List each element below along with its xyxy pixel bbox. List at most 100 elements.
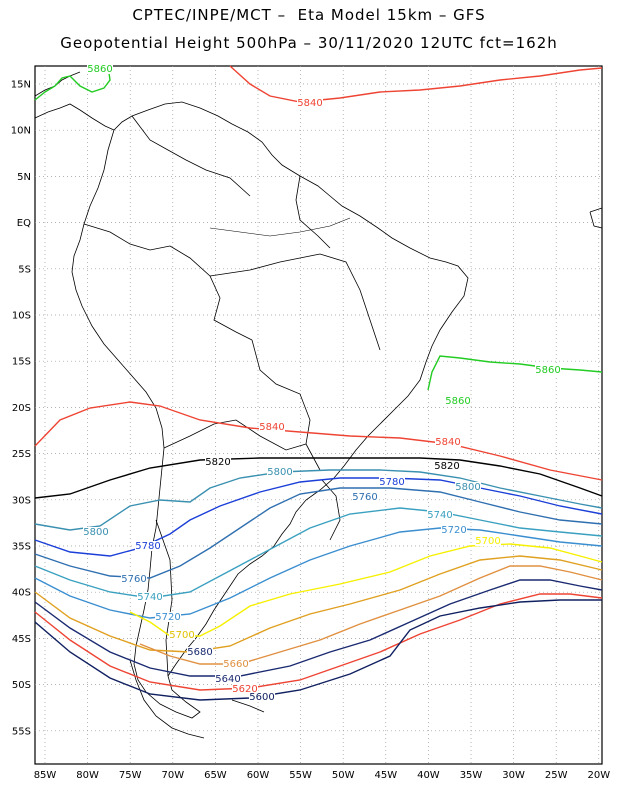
contour-label-background — [121, 574, 147, 584]
contour-5780 — [34, 477, 603, 557]
map-title-line-2: Geopotential Height 500hPa – 30/11/2020 … — [60, 34, 558, 52]
contour-label-5740: 5740 — [137, 592, 162, 603]
contour-label-background — [267, 467, 293, 477]
border-ecuador-peru — [83, 223, 171, 251]
central-america-coast — [34, 103, 115, 131]
contour-label-5740: 5740 — [427, 510, 452, 521]
lat-tick-label: 10N — [11, 126, 31, 137]
lon-tick-label: 75W — [119, 770, 142, 781]
contour-label-background — [379, 477, 405, 487]
lat-tick-label: 10S — [12, 311, 31, 322]
lon-tick-label: 30W — [502, 770, 525, 781]
africa-coast — [589, 207, 603, 229]
contour-label-5820: 5820 — [434, 461, 459, 472]
contour-label-background — [135, 541, 161, 551]
contour-5860-nw — [34, 65, 111, 101]
contour-label-background — [435, 437, 461, 447]
lat-tick-label: 5S — [18, 264, 31, 275]
contour-label-5760: 5760 — [352, 492, 377, 503]
coastlines — [34, 71, 603, 739]
lon-tick-label: 80W — [76, 770, 99, 781]
contour-label-5720: 5720 — [441, 525, 466, 536]
contour-5680 — [34, 555, 603, 653]
lon-tick-label: 60W — [247, 770, 270, 781]
border-brazil-interior — [209, 253, 381, 351]
contour-label-5840: 5840 — [297, 98, 322, 109]
contour-label-5840: 5840 — [259, 422, 284, 433]
contour-label-5660: 5660 — [223, 659, 248, 670]
contour-label-5860: 5860 — [535, 365, 560, 376]
contour-label-5800: 5800 — [267, 467, 292, 478]
lat-tick-label: 35S — [12, 542, 31, 553]
lon-tick-label: 25W — [545, 770, 568, 781]
contour-label-background — [259, 422, 285, 432]
lat-tick-label: 5N — [17, 172, 31, 183]
contour-label-background — [535, 365, 561, 375]
lat-tick-label: 40S — [12, 588, 31, 599]
contour-label-background — [475, 536, 501, 546]
contour-label-background — [441, 525, 467, 535]
contour-label-background — [434, 461, 460, 471]
contour-label-background — [445, 396, 471, 406]
map-title-line-1: CPTEC/INPE/MCT – Eta Model 15km – GFS — [132, 6, 486, 24]
contour-label-5680: 5680 — [187, 647, 212, 658]
contour-label-background — [155, 612, 181, 622]
lat-tick-label: 25S — [12, 449, 31, 460]
longitude-tick-labels: 85W 80W 75W 70W 65W 60W 55W 50W 45W 40W 35W 30W 25W 2… — [34, 770, 611, 781]
contour-label-5600: 5600 — [249, 692, 274, 703]
contour-label-5780: 5780 — [379, 477, 404, 488]
falkland-islands — [231, 699, 265, 713]
lat-tick-label: 45S — [12, 634, 31, 645]
lat-tick-label: 15N — [11, 80, 31, 91]
contour-label-background — [249, 692, 275, 702]
contour-label-background — [205, 457, 231, 467]
lat-tick-label: 30S — [12, 495, 31, 506]
contour-label-5840: 5840 — [435, 437, 460, 448]
lon-tick-label: 45W — [374, 770, 397, 781]
contour-label-background — [187, 647, 213, 657]
contour-label-5860: 5860 — [445, 396, 470, 407]
contour-5660 — [139, 565, 603, 665]
border-chile-argentina — [155, 519, 173, 677]
contour-5620 — [34, 593, 603, 691]
chile-fjords — [129, 659, 205, 739]
contour-label-background — [137, 592, 163, 602]
contour-label-5620: 5620 — [232, 684, 257, 695]
contour-label-5760: 5760 — [121, 574, 146, 585]
contour-label-background — [83, 527, 109, 537]
lon-tick-label: 70W — [161, 770, 184, 781]
contour-5640 — [34, 579, 603, 677]
contour-label-background — [232, 684, 258, 694]
lat-tick-label: 20S — [12, 403, 31, 414]
contour-label-background — [427, 510, 453, 520]
graticule — [35, 66, 602, 764]
lon-tick-label: 20W — [587, 770, 610, 781]
contour-label-5700: 5700 — [169, 630, 194, 641]
lon-tick-label: 85W — [34, 770, 57, 781]
lon-tick-label: 50W — [332, 770, 355, 781]
contour-5820 — [34, 457, 603, 499]
lat-tick-label: 50S — [12, 680, 31, 691]
contour-label-5820: 5820 — [205, 457, 230, 468]
contour-5600 — [34, 599, 602, 701]
border-peru-brazil — [169, 245, 253, 341]
contour-label-background — [87, 64, 113, 74]
lon-tick-label: 35W — [460, 770, 483, 781]
contour-5720 — [34, 527, 603, 619]
south-america-outline — [71, 101, 469, 719]
contour-label-5780: 5780 — [135, 541, 160, 552]
contour-label-5720: 5720 — [155, 612, 180, 623]
contour-label-5700: 5700 — [475, 536, 500, 547]
lon-tick-label: 65W — [204, 770, 227, 781]
lon-tick-label: 55W — [289, 770, 312, 781]
map-frame — [34, 65, 603, 765]
contour-5740 — [34, 507, 603, 599]
contour-5840-north — [229, 65, 603, 103]
lat-tick-label: 15S — [12, 357, 31, 368]
border-uruguay — [321, 479, 341, 541]
contour-label-background — [215, 674, 241, 684]
lat-tick-label: 55S — [12, 726, 31, 737]
border-colombia-venezuela — [131, 115, 251, 197]
contour-label-background — [352, 492, 378, 502]
border-argentina-north — [163, 419, 307, 451]
